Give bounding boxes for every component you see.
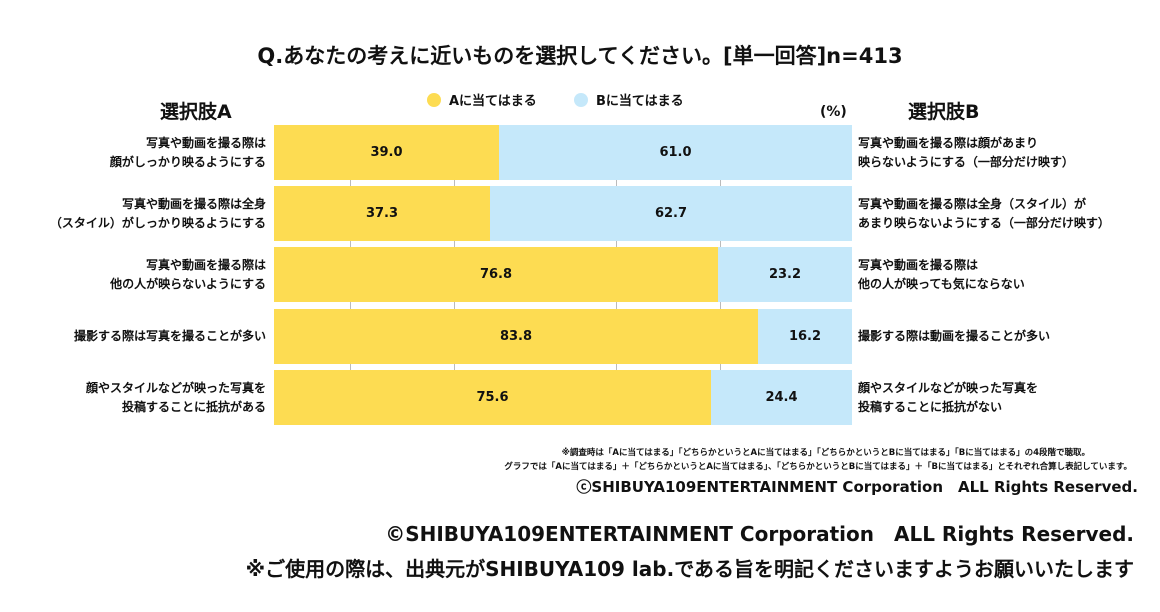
bar-segment-b: 23.2 <box>718 247 852 302</box>
legend-label-b: Bに当てはまる <box>596 94 684 109</box>
row-label-b: 撮影する際は動画を撮ることが多い <box>858 327 1050 346</box>
row-label-a: 撮影する際は写真を撮ることが多い <box>74 327 266 346</box>
gridline-tick <box>454 364 455 371</box>
row-label-line: 写真や動画を撮る際は全身 <box>121 196 266 211</box>
row-label-line: （スタイル）がしっかり映るようにする <box>49 215 266 230</box>
copyright-small: ⓒSHIBUYA109ENTERTAINMENT Corporation ALL… <box>576 478 1138 496</box>
unit-label: (%) <box>820 104 847 120</box>
legend-item-b: Bに当てはまる <box>574 90 684 109</box>
gridline-tick <box>616 364 617 371</box>
row-label-line: 写真や動画を撮る際は顔があまり <box>858 135 1039 150</box>
legend-swatch-b <box>574 92 588 107</box>
gridline-tick <box>720 180 721 187</box>
row-label-line: あまり映らないようにする（一部分だけ映す） <box>858 215 1110 230</box>
row-label-a: 顔やスタイルなどが映った写真を投稿することに抵抗がある <box>86 379 266 417</box>
row-label-b: 写真や動画を撮る際は全身（スタイル）があまり映らないようにする（一部分だけ映す） <box>858 195 1110 233</box>
row-label-line: 撮影する際は写真を撮ることが多い <box>73 329 266 343</box>
row-label-line: 投稿することに抵抗がない <box>858 399 1003 414</box>
gridline-tick <box>350 364 351 371</box>
gridline-tick <box>720 302 721 309</box>
data-label-a: 83.8 <box>499 329 533 344</box>
row-label-a: 写真や動画を撮る際は他の人が映らないようにする <box>110 256 266 294</box>
data-label-a: 37.3 <box>365 206 399 221</box>
bar-segment-b: 62.7 <box>490 186 852 241</box>
gridline-tick <box>454 180 455 187</box>
header-choice-b: 選択肢B <box>908 101 980 123</box>
row-label-line: 映らないようにする（一部分だけ映す） <box>858 154 1074 169</box>
gridline-tick <box>720 241 721 248</box>
data-label-b: 62.7 <box>654 206 688 221</box>
bar-segment-b: 61.0 <box>499 125 852 180</box>
legend-item-a: Aに当てはまる <box>427 90 537 109</box>
row-label-a: 写真や動画を撮る際は顔がしっかり映るようにする <box>110 134 266 172</box>
bar-segment-a: 39.0 <box>274 125 499 180</box>
data-label-a: 75.6 <box>476 390 509 405</box>
row-label-line: 写真や動画を撮る際は <box>145 257 266 272</box>
row-label-line: 顔やスタイルなどが映った写真を <box>85 380 266 395</box>
gridline-tick <box>616 241 617 248</box>
chart-title: Q.あなたの考えに近いものを選択してください。[単一回答]n=413 <box>257 44 903 68</box>
row-label-a: 写真や動画を撮る際は全身 （スタイル）がしっかり映るようにする <box>50 195 266 233</box>
usage-note: ※ご使用の際は、出典元がSHIBUYA109 lab.である旨を明記くださいます… <box>245 557 1134 581</box>
gridline-tick <box>616 180 617 187</box>
gridline-tick <box>350 302 351 309</box>
header-choice-a: 選択肢A <box>160 101 232 123</box>
data-label-a: 39.0 <box>370 145 403 160</box>
copyright-large: ©SHIBUYA109ENTERTAINMENT Corporation ALL… <box>385 522 1134 546</box>
legend-swatch-a <box>427 92 441 107</box>
bar-segment-a: 83.8 <box>274 309 758 364</box>
row-label-line: 他の人が映らないようにする <box>110 276 266 291</box>
legend-label-a: Aに当てはまる <box>449 94 537 109</box>
row-label-line: 写真や動画を撮る際は <box>858 257 979 272</box>
bar-segment-a: 76.8 <box>274 247 718 302</box>
data-label-b: 61.0 <box>659 145 692 160</box>
gridline-tick <box>454 302 455 309</box>
row-label-line: 写真や動画を撮る際は全身（スタイル）が <box>858 196 1087 211</box>
row-label-line: 顔がしっかり映るようにする <box>109 154 266 169</box>
row-label-line: 投稿することに抵抗がある <box>121 399 266 414</box>
gridline-tick <box>616 302 617 309</box>
data-label-a: 76.8 <box>479 267 513 282</box>
row-label-b: 写真や動画を撮る際は他の人が映っても気にならない <box>858 256 1025 294</box>
bar-segment-a: 37.3 <box>274 186 490 241</box>
bar-segment-b: 16.2 <box>758 309 852 364</box>
row-label-line: 写真や動画を撮る際は <box>145 135 266 150</box>
row-label-line: 他の人が映っても気にならない <box>858 276 1025 291</box>
footnote-2: グラフでは「Aに当てはまる」＋「どちらかというとAに当てはまる」、「どちらかとい… <box>504 462 1132 472</box>
bar-segment-a: 75.6 <box>274 370 711 425</box>
gridline-tick <box>350 241 351 248</box>
footnote-1: ※調査時は「Aに当てはまる」「どちらかというとAに当てはまる」「どちらかというと… <box>561 448 1090 458</box>
row-label-line: 撮影する際は動画を撮ることが多い <box>858 329 1051 343</box>
row-label-b: 顔やスタイルなどが映った写真を 投稿することに抵抗がない <box>858 379 1038 417</box>
row-label-line: 顔やスタイルなどが映った写真を <box>858 380 1039 395</box>
gridline-tick <box>454 241 455 248</box>
gridline-tick <box>720 364 721 371</box>
data-label-b: 23.2 <box>768 267 802 282</box>
bar-segment-b: 24.4 <box>711 370 852 425</box>
data-label-b: 16.2 <box>788 329 822 344</box>
data-label-b: 24.4 <box>765 390 798 405</box>
row-label-b: 写真や動画を撮る際は顔があまり映らないようにする（一部分だけ映す） <box>858 134 1074 172</box>
gridline-tick <box>350 180 351 187</box>
